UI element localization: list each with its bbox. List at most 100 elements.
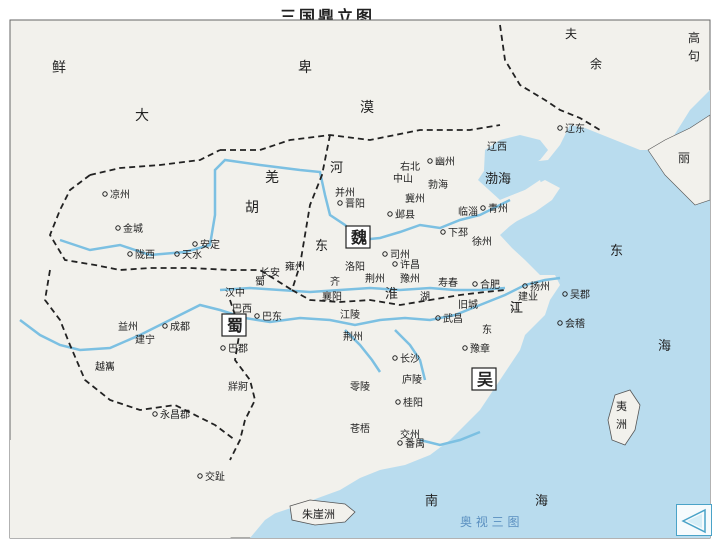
city-ye: 邺县 bbox=[395, 208, 415, 221]
sea-donghai-1: 东 bbox=[610, 244, 623, 259]
city-tianshui: 天水 bbox=[182, 249, 202, 261]
city-marker-chengdu bbox=[162, 323, 168, 329]
city-changan: 长安 bbox=[260, 266, 280, 279]
region-damo-2: 漠 bbox=[360, 100, 374, 116]
state-wei: 魏 bbox=[350, 228, 367, 247]
city-wujun: 吴郡 bbox=[570, 289, 590, 301]
city-linzi: 临淄 bbox=[458, 205, 478, 218]
state-wu: 吴 bbox=[477, 370, 493, 389]
city-jiang_wu: 江 bbox=[510, 301, 520, 313]
state-shu: 蜀 bbox=[227, 316, 243, 335]
city-kuaiji: 会稽 bbox=[565, 317, 585, 330]
city-marker-longxi bbox=[127, 251, 133, 257]
city-longxi: 陇西 bbox=[135, 248, 155, 261]
city-marker-youzhou bbox=[427, 158, 433, 164]
city-jiaozhi: 交趾 bbox=[205, 470, 225, 483]
city-yangzhou: 扬州 bbox=[530, 280, 550, 293]
region-qiangdi-1: 羌 bbox=[265, 170, 279, 186]
river-dongdong: 东 bbox=[315, 239, 328, 254]
island-zhuyazhou: 朱崖洲 bbox=[302, 508, 335, 521]
region-gaoju-1: 高 bbox=[688, 30, 700, 45]
island-yizhou-1: 夷 bbox=[616, 400, 627, 413]
city-guiyang: 桂阳 bbox=[403, 396, 423, 409]
land-korea bbox=[647, 114, 711, 206]
city-marker-guiyang bbox=[395, 399, 401, 405]
city-marker-jincheng bbox=[115, 225, 121, 231]
region-gaoju-3: 丽 bbox=[678, 151, 690, 165]
city-yizhou_shu: 益州 bbox=[118, 320, 138, 333]
city-hu: 湖 bbox=[420, 291, 430, 303]
city-marker-qingzhou bbox=[480, 205, 486, 211]
city-xiangyang: 襄阳 bbox=[322, 290, 342, 303]
city-shu_jun: 蜀 bbox=[255, 276, 265, 288]
city-sili: 司州 bbox=[390, 249, 410, 261]
city-yongzhou: 雍州 bbox=[285, 260, 305, 273]
city-marker-xuchang bbox=[392, 261, 398, 267]
region-xianbei-2: 卑 bbox=[298, 59, 312, 76]
island-yizhou bbox=[607, 389, 641, 446]
back-arrow-icon bbox=[681, 508, 706, 534]
region-fuyu-1: 夫 bbox=[565, 27, 577, 41]
region-damo-1: 大 bbox=[135, 108, 149, 124]
city-xuchang: 许昌 bbox=[400, 259, 420, 271]
city-anding: 安定 bbox=[200, 238, 220, 251]
city-yuexi: 越巂 bbox=[95, 360, 115, 373]
river-huai: 淮 bbox=[385, 287, 398, 302]
city-jianye: 建业 bbox=[518, 290, 538, 303]
city-jianning: 建宁 bbox=[135, 333, 155, 346]
city-fanyu: 番禺 bbox=[405, 438, 425, 450]
region-gaoju-2: 句 bbox=[688, 49, 700, 63]
city-qingzhou: 青州 bbox=[488, 202, 508, 215]
land-shandong bbox=[500, 180, 560, 222]
river-labels: 河 淮 江 东 bbox=[315, 161, 523, 316]
island-zhuyazhou bbox=[289, 499, 356, 526]
city-dong: 东 bbox=[482, 323, 492, 336]
city-jincheng: 金城 bbox=[123, 222, 143, 235]
city-marker-yuzhang bbox=[462, 345, 468, 351]
city-baxi: 巴西 bbox=[232, 303, 252, 315]
city-xiapi: 下邳 bbox=[448, 227, 468, 239]
city-hefei: 合肥 bbox=[480, 278, 500, 291]
city-marker-yongchang bbox=[152, 411, 158, 417]
sea-bohai: 渤海 bbox=[485, 171, 511, 187]
city-hanzhong: 汉中 bbox=[225, 286, 245, 299]
city-yongchang: 永昌郡 bbox=[160, 408, 190, 421]
city-jiujiang: 旧城 bbox=[458, 299, 478, 311]
city-marker-badong bbox=[254, 313, 260, 319]
city-jiaozhou: 交州 bbox=[400, 428, 420, 441]
city-marker-ye bbox=[387, 211, 393, 217]
city-badong: 巴东 bbox=[262, 310, 282, 323]
sea-east bbox=[250, 90, 710, 538]
back-nav-button[interactable] bbox=[676, 504, 712, 536]
city-yuzhang: 豫章 bbox=[470, 342, 490, 355]
land-south bbox=[10, 430, 320, 538]
city-marker-wujun bbox=[562, 291, 568, 297]
city-jiangling: 江陵 bbox=[340, 309, 360, 321]
city-marker-tianshui bbox=[174, 251, 180, 257]
city-jiangdong: 辽西 bbox=[487, 141, 507, 153]
city-marker-jiaozhi bbox=[197, 473, 203, 479]
sea-nanhai-1: 南 bbox=[425, 493, 438, 509]
city-luoyang: 洛阳 bbox=[345, 260, 365, 273]
map-credit: 奥 视 三 图 bbox=[460, 514, 519, 529]
city-chengdu: 成都 bbox=[170, 321, 190, 333]
city-marker-anding bbox=[192, 241, 198, 247]
sea-labels: 渤海 东 海 南 海 夷 洲 朱崖洲 bbox=[302, 171, 671, 521]
city-luling: 庐陵 bbox=[402, 373, 422, 386]
city-marker-jinyang bbox=[337, 200, 343, 206]
state-borders bbox=[44, 24, 601, 461]
sea-nanhai-2: 海 bbox=[535, 494, 548, 509]
city-marker-hefei bbox=[472, 281, 478, 287]
city-jingzhou_n: 荆州 bbox=[365, 272, 385, 285]
city-jinyang: 晋阳 bbox=[345, 198, 365, 210]
city-marker-bajun bbox=[220, 345, 226, 351]
sea-donghai-2: 海 bbox=[658, 339, 671, 354]
city-marker-sili bbox=[382, 251, 388, 257]
city-lingling: 零陵 bbox=[350, 381, 370, 393]
island-yizhou-2: 洲 bbox=[616, 418, 627, 431]
city-marker-yangzhou bbox=[522, 283, 528, 289]
region-fuyu-2: 余 bbox=[590, 56, 602, 71]
river-jiang: 江 bbox=[510, 301, 523, 316]
